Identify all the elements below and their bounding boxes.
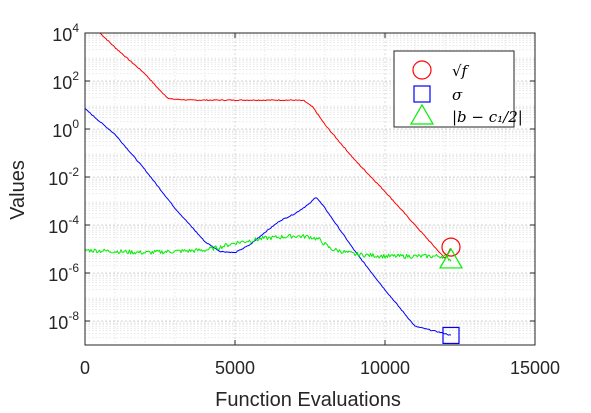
x-tick-label: 10000 [360,358,410,378]
legend-label: √f [452,62,470,80]
x-axis-label: Function Evaluations [215,389,401,411]
triangle-end-marker [438,247,464,269]
series-line [84,233,452,262]
series-layer [84,32,452,336]
series-line [99,32,451,259]
x-tick-label: 15000 [510,358,560,378]
y-tick-label: 10-4 [48,213,79,237]
y-tick-label: 10-8 [48,309,79,333]
y-tick-label: 102 [52,69,79,93]
series-line [84,107,452,336]
legend: √f σ |b − c₁/2| [393,50,523,128]
y-tick-label: 10-6 [48,261,79,285]
legend-circle-marker [412,60,432,80]
x-ticks: 0 5000 10000 15000 [80,33,560,378]
x-tick-label: 5000 [215,358,255,378]
y-tick-label: 104 [52,21,79,45]
plot-frame [84,32,536,346]
legend-triangle-marker [409,103,435,125]
y-ticks: 10-8 10-6 10-4 10-2 100 102 104 [48,21,535,333]
legend-square-marker [413,85,431,103]
legend-label: σ [452,86,463,104]
circle-end-marker [441,237,461,257]
y-axis-label: Values [7,160,29,220]
end-markers [438,237,464,345]
x-tick-label: 0 [80,358,90,378]
y-tick-label: 100 [52,117,79,141]
grid [84,32,536,345]
square-end-marker [442,326,460,345]
legend-label: |b − c₁/2| [452,108,523,126]
y-tick-label: 10-2 [48,165,79,189]
